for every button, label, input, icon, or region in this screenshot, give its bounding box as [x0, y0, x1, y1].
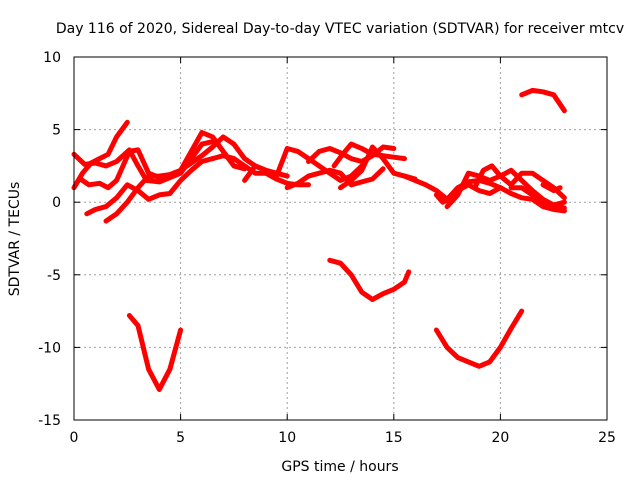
y-tick-label: -10 — [38, 340, 61, 356]
series-arc-j — [284, 166, 386, 191]
y-tick-label: 10 — [43, 50, 61, 66]
series-arc-t — [540, 182, 563, 194]
series-arc-u — [433, 308, 525, 369]
series-arc-n — [327, 257, 412, 302]
series-arc-m — [338, 144, 418, 191]
y-tick-label: -15 — [38, 413, 61, 429]
series-arc-e — [103, 153, 205, 224]
series-arc-f — [126, 313, 184, 392]
x-tick-label: 5 — [176, 430, 185, 446]
series-arc-a — [71, 119, 130, 191]
series-arc-i — [242, 146, 365, 183]
series-arc-l — [331, 141, 407, 169]
grid-lines — [74, 57, 607, 420]
series-arc-b — [71, 138, 218, 185]
x-tick-label: 25 — [598, 430, 616, 446]
x-tick-label: 20 — [491, 430, 509, 446]
series-arc-v — [519, 87, 567, 114]
series-arc-r — [472, 163, 567, 201]
chart-title: Day 116 of 2020, Sidereal Day-to-day VTE… — [56, 21, 624, 37]
y-axis-label: SDTVAR / TECUs — [7, 182, 23, 297]
y-tick-label: 0 — [52, 195, 61, 211]
axis-ticks: 0 5 10 15 20 25 -15 -10 -5 0 5 10 — [38, 50, 616, 446]
series-arc-k — [306, 144, 397, 164]
y-tick-label: 5 — [52, 123, 61, 139]
x-tick-label: 0 — [70, 430, 79, 446]
series-arc-d — [84, 156, 216, 217]
x-axis-label: GPS time / hours — [281, 459, 398, 475]
series-arc-p — [433, 182, 567, 214]
series-arc-s — [508, 185, 567, 211]
data-series — [71, 87, 567, 392]
plot-frame — [73, 56, 608, 421]
x-tick-label: 15 — [385, 430, 403, 446]
y-tick-label: -5 — [47, 268, 61, 284]
x-tick-label: 10 — [278, 430, 296, 446]
